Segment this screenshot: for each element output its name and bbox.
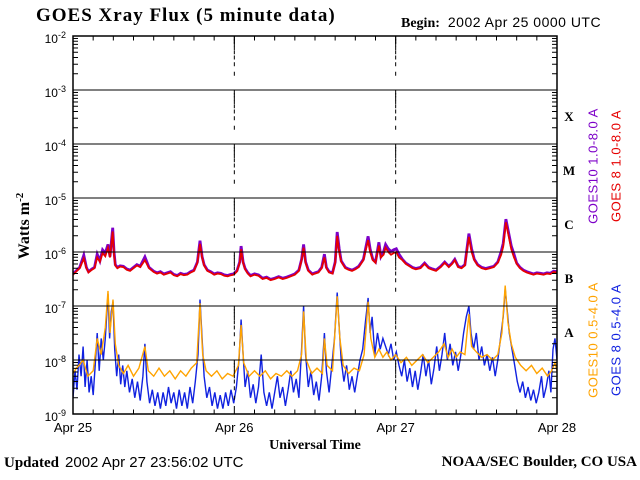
flare-class-c: C (564, 217, 574, 232)
series-goes10-0-5-4-0-a (73, 285, 557, 381)
x-axis-label: Universal Time (269, 438, 361, 453)
series-goes-8-1-0-8-0-a (73, 222, 557, 282)
begin-value: 2002 Apr 25 0000 UTC (447, 14, 602, 30)
legend-goes-8-1-0-8-0-a: GOES 8 1.0-8.0 A (608, 109, 624, 223)
x-tick-label: Apr 27 (376, 420, 415, 435)
axes-grid (72, 35, 558, 415)
y-tick-label: 10-3 (44, 84, 66, 100)
flare-class-b: B (564, 271, 574, 286)
y-tick-label: 10-8 (44, 354, 66, 370)
updated-value: 2002 Apr 27 23:56:02 UTC (65, 454, 244, 471)
x-tick-label: Apr 26 (215, 420, 254, 435)
data-series (73, 218, 557, 409)
begin-time: Begin: 2002 Apr 25 0000 UTC (401, 14, 601, 32)
page-title: GOES Xray Flux (5 minute data) (36, 5, 336, 26)
y-tick-label: 10-4 (44, 138, 66, 154)
series-goes10-1-0-8-0-a (73, 218, 557, 281)
legend-goes-8-0-5-4-0-a: GOES 8 0.5-4.0 A (608, 283, 624, 397)
begin-label: Begin: (401, 16, 440, 31)
x-tick-label: Apr 25 (53, 420, 93, 435)
updated-label: Updated (4, 455, 60, 471)
y-tick-label: 10-9 (44, 408, 66, 424)
y-tick-label: 10-6 (44, 246, 66, 262)
flare-class-x: X (564, 109, 574, 124)
flare-class-m: M (562, 163, 576, 178)
credit-text: NOAA/SEC Boulder, CO USA (441, 454, 637, 470)
x-tick-label: Apr 28 (537, 420, 577, 435)
flare-class-a: A (564, 325, 574, 340)
y-tick-label: 10-7 (44, 300, 66, 316)
legend-goes10-0-5-4-0-a: GOES10 0.5-4.0 A (585, 282, 601, 398)
legend-goes10-1-0-8-0-a: GOES10 1.0-8.0 A (585, 108, 601, 224)
y-tick-label: 10-5 (44, 192, 66, 208)
updated-timestamp: Updated 2002 Apr 27 23:56:02 UTC (4, 454, 243, 472)
y-tick-label: 10-2 (44, 30, 66, 46)
